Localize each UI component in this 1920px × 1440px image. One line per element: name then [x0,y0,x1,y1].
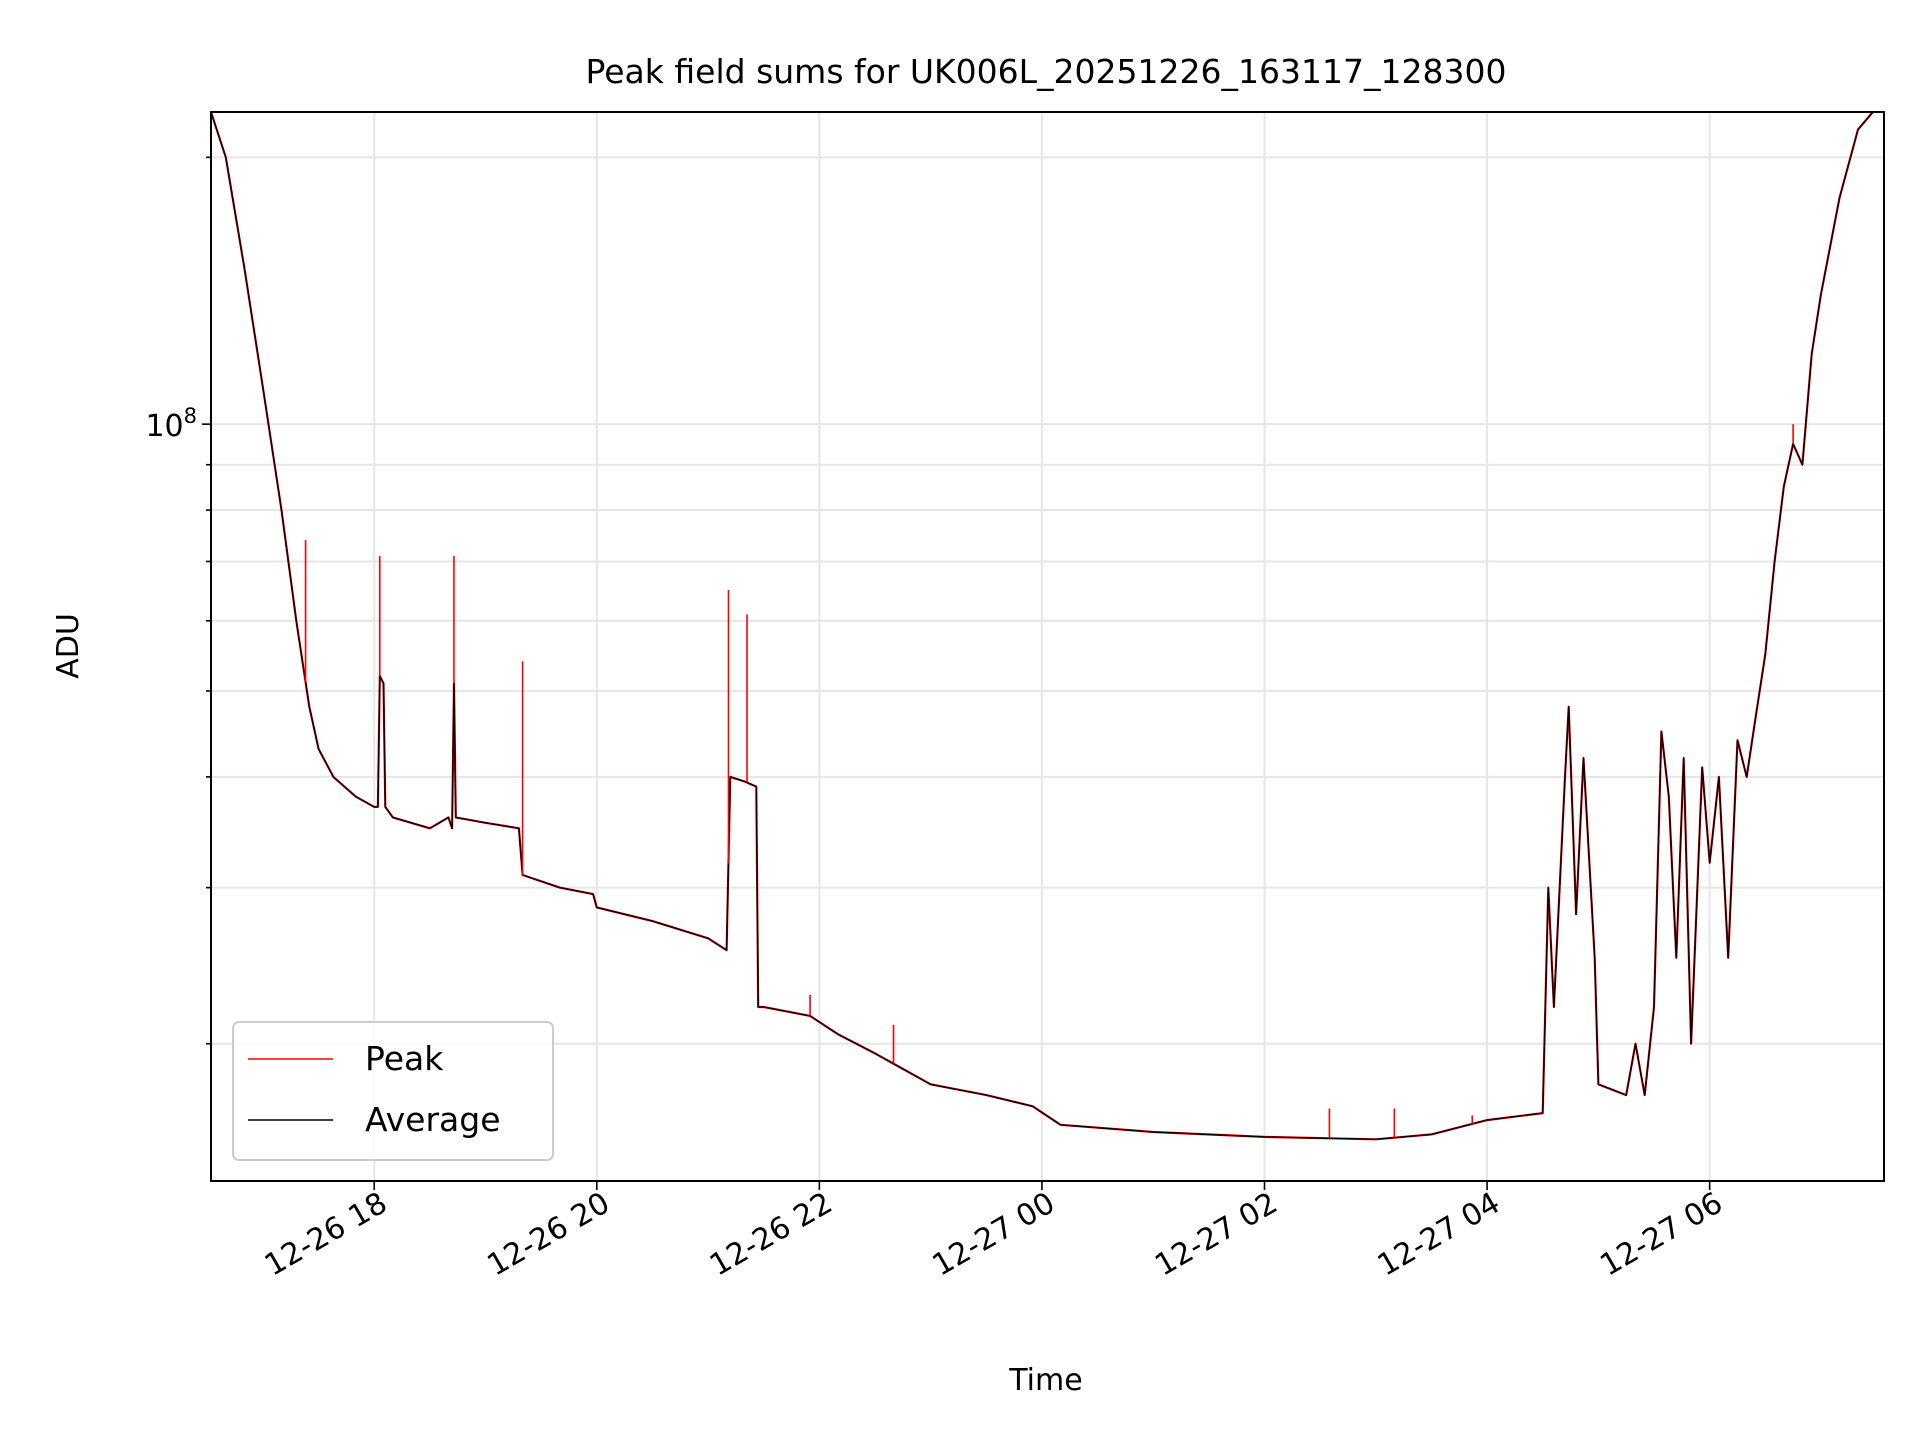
legend: Peak Average [232,1021,554,1161]
chart-title: Peak field sums for UK006L_20251226_1631… [586,52,1507,91]
grid-layer [211,112,1884,1181]
plot-frame [210,111,1885,1182]
y-axis-label: ADU [51,613,86,679]
average-series-line [210,111,1874,1140]
legend-label-peak: Peak [365,1039,444,1078]
series-layer [209,111,1874,1141]
legend-box [232,1021,554,1161]
legend-label-average: Average [365,1100,501,1139]
x-axis-label: Time [1008,1363,1082,1398]
y-tick-label: 108 [145,404,197,444]
